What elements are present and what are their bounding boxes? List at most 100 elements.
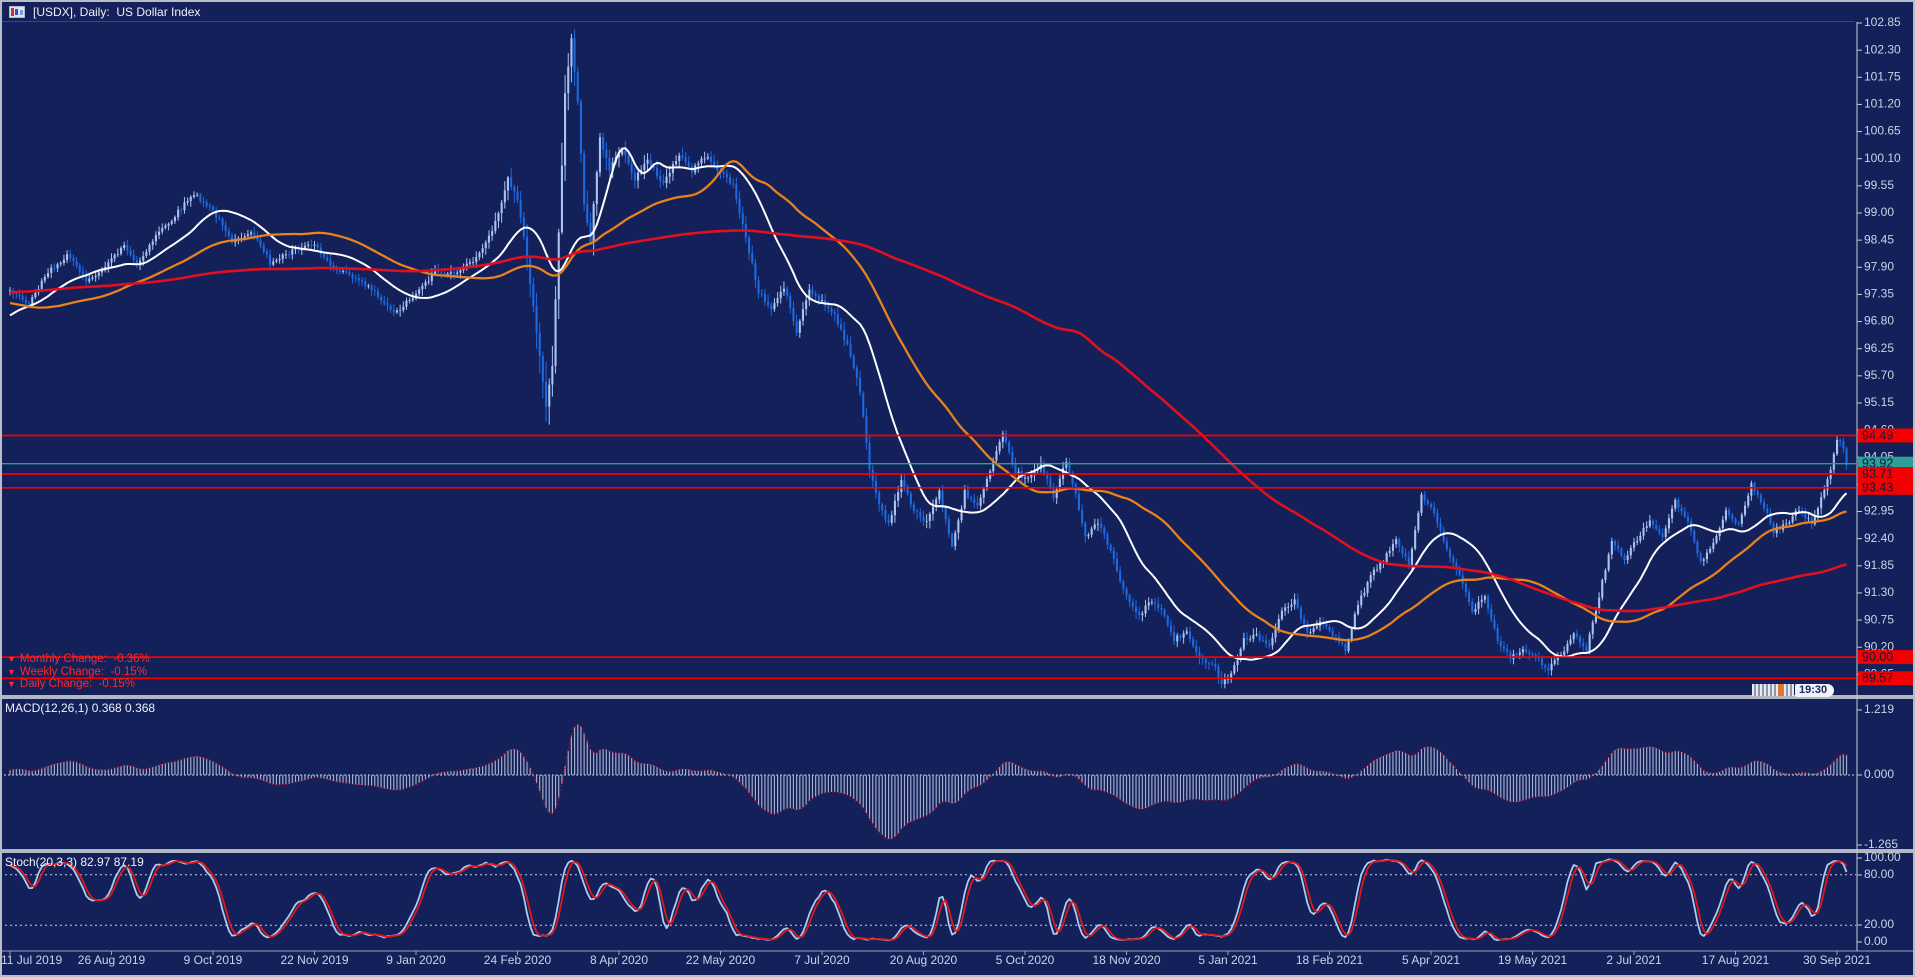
candle-body — [763, 293, 766, 302]
price-tick-label: 90.75 — [1864, 612, 1894, 626]
candle-body — [1280, 610, 1283, 619]
candle-body — [392, 310, 395, 313]
candle-body — [557, 232, 560, 300]
candle-body — [944, 507, 947, 520]
candle-body — [1474, 609, 1477, 612]
candle-body — [1068, 461, 1071, 473]
candle-body — [167, 223, 170, 226]
pane-separator[interactable] — [0, 849, 1915, 853]
candle-body — [154, 235, 157, 242]
macd-tick-label: 1.219 — [1864, 702, 1894, 716]
candle-body — [1261, 640, 1264, 642]
candle-body — [573, 38, 576, 72]
candle-body — [481, 248, 484, 253]
candle-body — [1499, 640, 1502, 647]
candle-body — [912, 504, 915, 511]
candle-body — [1658, 529, 1661, 534]
candle-body — [570, 38, 573, 67]
candle-body — [1655, 524, 1658, 530]
candle-body — [789, 295, 792, 308]
price-line-label[interactable] — [1858, 428, 1913, 443]
candle-body — [380, 296, 383, 301]
candle-body — [183, 202, 186, 211]
candle-body — [992, 460, 995, 472]
candle-body — [843, 329, 846, 341]
candle-body — [1214, 664, 1217, 667]
candle-body — [142, 255, 145, 261]
time-axis-ticks: 11 Jul 2019 26 Aug 2019 9 Oct 2019 22 Nov 2… — [1, 951, 1871, 967]
candle-body — [1677, 499, 1680, 508]
candle-body — [567, 66, 570, 94]
candle-body — [786, 288, 789, 296]
time-tick-label: 30 Sep 2021 — [1803, 953, 1871, 967]
candle-body — [1642, 528, 1645, 536]
candle-body — [113, 254, 116, 259]
stoch-k-line — [9, 858, 1848, 942]
candle-body — [852, 356, 855, 368]
candle-body — [897, 492, 900, 501]
candle-body — [1528, 652, 1531, 655]
candle-body — [922, 516, 925, 522]
candle-body — [668, 173, 671, 177]
candle-body — [548, 384, 551, 407]
price-line-label[interactable] — [1858, 671, 1913, 686]
candle-body — [579, 101, 582, 154]
candle-body — [199, 194, 202, 202]
candle-body — [75, 260, 78, 266]
candle-body — [814, 293, 817, 296]
candle-body — [678, 155, 681, 161]
candle-body — [1230, 673, 1233, 680]
candle-body — [1493, 619, 1496, 628]
candle-body — [833, 312, 836, 315]
candle-body — [1268, 643, 1271, 646]
candle-body — [411, 298, 414, 301]
candle-body — [1315, 626, 1318, 629]
stochastic-pane[interactable] — [0, 858, 1856, 942]
candle-body — [1712, 542, 1715, 549]
down-triangle-icon: ▼ — [7, 666, 16, 677]
candle-body — [1135, 606, 1138, 612]
candle-body — [1087, 534, 1090, 537]
candle-body — [1284, 607, 1287, 611]
pane-separator[interactable] — [0, 695, 1915, 699]
candle-body — [830, 308, 833, 313]
candle-body — [1797, 510, 1800, 512]
candle-body — [881, 504, 884, 511]
candle-body — [1296, 599, 1299, 608]
candle-body — [376, 291, 379, 297]
price-line-label-text: 93.43 — [1862, 481, 1893, 495]
candle-body — [1506, 648, 1509, 652]
candle-body — [59, 263, 62, 265]
candle-body — [725, 173, 728, 178]
candle-body — [1598, 597, 1601, 611]
price-line-label[interactable] — [1858, 650, 1913, 665]
candle-body — [633, 172, 636, 181]
candle-body — [1271, 637, 1274, 646]
price-tick-label: 97.35 — [1864, 287, 1894, 301]
candle-countdown: 19:30 — [1752, 683, 1835, 697]
candle-body — [649, 159, 652, 166]
candle-body — [890, 515, 893, 523]
price-line-label-text: 93.71 — [1862, 467, 1893, 481]
time-tick-label: 5 Oct 2020 — [996, 953, 1055, 967]
price-line-label[interactable] — [1858, 467, 1913, 481]
time-tick-label: 26 Aug 2019 — [78, 953, 146, 967]
candle-body — [1734, 519, 1737, 524]
candle-body — [697, 163, 700, 166]
price-tick-label: 95.15 — [1864, 395, 1894, 409]
candle-body — [373, 290, 376, 292]
candle-body — [1715, 536, 1718, 543]
candle-body — [1436, 513, 1439, 523]
candle-body — [871, 469, 874, 482]
candle-body — [310, 244, 313, 246]
candle-body — [97, 272, 100, 276]
macd-pane[interactable] — [0, 723, 1856, 840]
candle-body — [947, 519, 950, 534]
candle-body — [107, 262, 110, 267]
candle-body — [1525, 649, 1528, 653]
candle-body — [729, 177, 732, 184]
price-line-label[interactable] — [1858, 480, 1913, 495]
candlestick-series[interactable] — [8, 29, 1848, 689]
candle-body — [1842, 441, 1845, 449]
